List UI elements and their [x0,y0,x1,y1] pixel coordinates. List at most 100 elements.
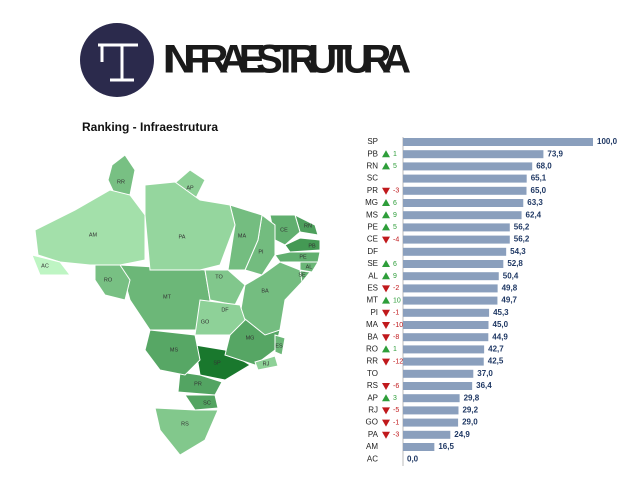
value-label: 36,4 [476,381,492,390]
rank-change: 1 [393,151,397,158]
state-label: PB [308,243,316,249]
value-label: 68,0 [536,162,552,171]
value-label: 45,3 [493,308,509,317]
value-label: 73,9 [547,149,563,158]
rank-change: 5 [393,163,397,170]
state-label: PA [179,234,186,240]
rank-change: -10 [393,322,403,329]
rank-change: 1 [393,346,397,353]
down-arrow [382,431,390,439]
state-label: RO [104,277,113,283]
bar [403,174,527,183]
up-arrow [382,162,390,170]
rank-change: 9 [393,212,397,219]
value-label: 16,5 [438,442,454,451]
category-label: PI [370,308,378,317]
state-label: RS [181,421,189,427]
category-label: RS [367,381,378,390]
category-label: PR [367,186,378,195]
up-arrow [382,199,390,206]
up-arrow [382,296,390,304]
bar [403,345,485,354]
rank-change: 10 [393,297,401,304]
state-label: AC [41,263,49,269]
state-label: SE [298,272,306,278]
bar [403,418,459,427]
state-label: ES [275,343,283,349]
category-label: SC [367,174,378,183]
category-label: RO [366,345,378,354]
category-label: MG [365,198,378,207]
value-label: 42,7 [488,345,504,354]
bar [403,247,507,256]
bar [403,382,473,390]
down-arrow [382,407,390,415]
category-label: CE [367,235,378,244]
bar [403,394,460,403]
state-label: RN [304,223,312,229]
category-label: TO [367,369,378,378]
value-label: 44,9 [492,332,508,341]
category-label: PB [367,149,378,158]
category-label: SE [367,259,378,268]
value-label: 37,0 [477,369,493,378]
value-label: 29,8 [464,393,480,402]
rank-change: 9 [393,273,397,280]
state-region [299,261,319,273]
state-region [194,344,251,381]
rank-change: -3 [393,432,399,439]
category-label: AM [366,442,378,451]
value-label: 24,9 [454,430,470,439]
rank-change: -2 [393,285,399,292]
category-label: AC [367,454,378,463]
page-title: INFRAESTRUTURA [163,38,411,82]
bar [403,369,474,378]
rank-change: -6 [393,383,399,390]
bar [403,138,593,146]
down-arrow [382,419,390,427]
bar [403,223,510,232]
bar-chart: SP 100,0PB 1 73,9RN 5 68,0SC 65,1PR -3 65,0MG 6 63… [365,137,617,463]
state-region [239,261,303,336]
up-arrow [382,394,390,402]
bar [403,357,484,366]
bar [403,321,489,329]
down-arrow [382,358,390,366]
rank-change: -1 [393,310,399,317]
category-label: MS [366,210,378,219]
state-label: PI [258,249,264,255]
state-label: AL [306,264,313,270]
down-arrow [382,236,390,244]
up-arrow [382,150,390,158]
state-region [144,181,236,271]
value-label: 65,0 [531,186,547,195]
value-label: 29,0 [462,418,478,427]
state-region [177,371,223,396]
rank-change: 5 [393,224,397,231]
state-label: GO [201,319,210,325]
logo-icon [98,43,138,82]
value-label: 56,2 [514,235,530,244]
category-label: MT [366,296,378,305]
category-label: AP [367,393,378,402]
category-label: PA [368,430,379,439]
value-label: 50,4 [503,271,519,280]
state-region [154,407,219,456]
value-label: 54,3 [510,247,526,256]
logo [80,23,154,97]
state-label: CE [280,227,288,233]
chart-title: Ranking - Infraestrutura [82,120,218,134]
bar [403,308,490,317]
category-label: SP [367,137,378,146]
up-arrow [382,211,390,219]
category-label: ES [367,284,378,293]
state-region [204,269,246,306]
state-label: BA [261,288,269,294]
bar [403,162,533,171]
state-label: SC [203,400,211,406]
rank-change: 3 [393,395,397,402]
down-arrow [382,187,390,195]
bar [403,406,459,415]
value-label: 52,8 [507,259,523,268]
